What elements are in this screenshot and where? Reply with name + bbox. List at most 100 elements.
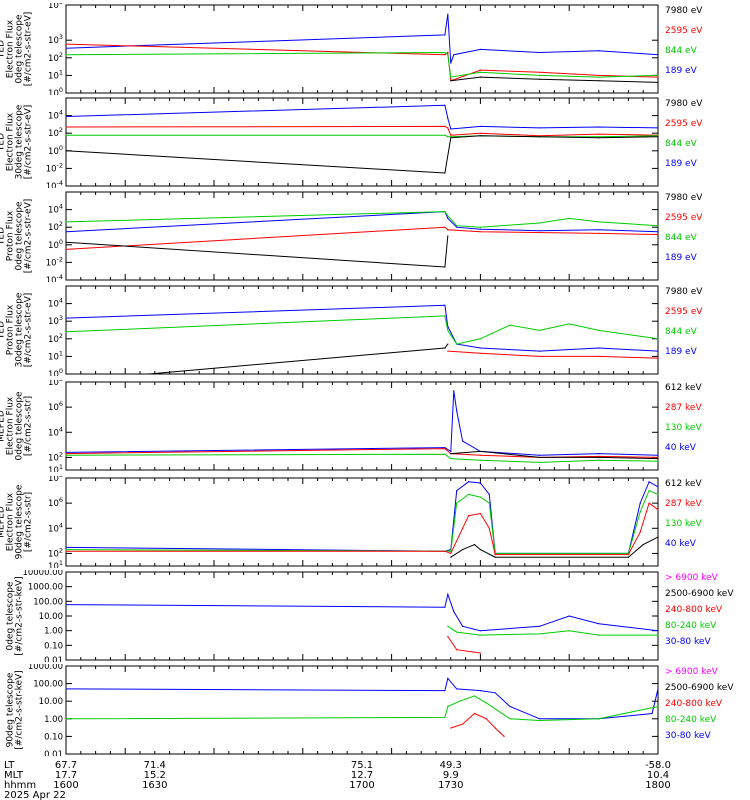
y-tick-exponent: 1	[59, 463, 63, 471]
y-axis-label-line: 30deg telescope	[15, 292, 25, 367]
series-point	[456, 649, 458, 651]
series-point	[598, 136, 600, 138]
y-axis-label-line: [#/cm2-s-str-eV]	[24, 199, 34, 274]
series-point	[598, 232, 600, 234]
series-point	[657, 136, 659, 138]
y-tick-exponent: 0	[59, 238, 63, 246]
axis-value: 75.1	[351, 760, 373, 771]
y-axis-label-line: 30deg telescope	[15, 104, 25, 179]
series-point	[568, 630, 570, 632]
series-point	[494, 556, 496, 558]
series-point	[568, 323, 570, 325]
series-point	[598, 133, 600, 135]
y-tick-label: 0.01	[44, 656, 63, 662]
series-line-1	[65, 489, 659, 554]
y-tick-label: 10-2	[46, 255, 63, 268]
y-tick-label: 101	[48, 68, 63, 81]
series-line-3	[450, 76, 659, 83]
series-point	[657, 338, 659, 340]
axis-value: 12.7	[351, 770, 373, 781]
series-point	[444, 347, 446, 349]
y-tick-label: 102	[48, 51, 63, 64]
y-tick-label: 101	[48, 349, 63, 362]
series-line-1	[65, 43, 659, 82]
series-point	[450, 137, 452, 139]
legend-entry-4: 30-80 keV	[665, 731, 711, 741]
y-tick-exponent: 3	[59, 33, 63, 41]
series-point	[444, 304, 446, 306]
legend-entry-0: 612 keV	[665, 479, 702, 489]
plot-frame	[65, 665, 659, 755]
series-point	[657, 454, 659, 456]
series-point	[488, 502, 490, 504]
series-point	[539, 74, 541, 76]
y-tick-label: 10-4	[46, 273, 63, 282]
series-point	[450, 727, 452, 729]
y-axis-label-line: 0deg telescope	[15, 201, 25, 271]
series-point	[479, 459, 481, 461]
series-line-0	[65, 14, 659, 64]
y-axis-label-line: 0deg telescope	[6, 581, 16, 651]
legend-entry-0: 612 keV	[665, 383, 702, 393]
series-point	[453, 610, 455, 613]
series-point	[479, 76, 481, 78]
series-point	[598, 347, 600, 349]
series-point	[447, 635, 449, 638]
series-point	[539, 136, 541, 138]
y-axis-label-line: [#/cm2-s-str-eV]	[24, 293, 34, 368]
series-point	[462, 723, 464, 725]
y-tick-exponent: 2	[59, 51, 63, 59]
series-point	[447, 13, 449, 15]
y-tick-label: 0.10	[44, 641, 63, 651]
y-tick-exponent: -2	[57, 255, 63, 263]
y-tick-label: 104	[48, 109, 63, 122]
series-point	[65, 47, 67, 49]
series-point	[65, 54, 67, 56]
series-point	[447, 343, 449, 345]
series-point	[479, 450, 481, 453]
y-tick-label: 1000.00	[28, 583, 63, 593]
series-point	[444, 448, 446, 450]
series-point	[479, 454, 481, 456]
series-point	[65, 43, 67, 45]
series-point	[456, 688, 458, 690]
y-tick-exponent: 8	[59, 476, 63, 479]
y-tick-label: 106	[48, 400, 63, 413]
series-point	[450, 80, 452, 82]
series-point	[485, 718, 487, 720]
legend-entry-3: 189 eV	[665, 347, 698, 357]
series-point	[447, 229, 449, 231]
y-tick-label: 103	[48, 33, 63, 46]
series-point	[450, 552, 452, 555]
y-axis-label: TEDElectron Flux0deg telescope[#/cm2-s-s…	[0, 12, 34, 87]
y-axis-label-line: Electron Flux	[6, 19, 16, 78]
axis-value: 71.4	[144, 760, 166, 771]
series-point	[479, 231, 481, 233]
series-line-0	[65, 390, 659, 456]
legend-entry-3: 189 eV	[665, 66, 698, 76]
series-point	[444, 134, 446, 136]
y-axis-label-line: TED	[0, 133, 7, 152]
series-point	[657, 688, 659, 690]
y-axis-label-line: TED	[0, 40, 7, 59]
series-line-2	[450, 712, 505, 737]
series-point	[598, 355, 600, 357]
series-point	[459, 700, 461, 702]
series-point	[447, 51, 449, 54]
series-point	[447, 54, 449, 56]
legend-entry-3: 80-240 keV	[665, 621, 717, 631]
axis-value: 1700	[349, 780, 374, 791]
y-tick-exponent: 4	[59, 521, 63, 529]
y-tick-label: 103	[48, 314, 63, 327]
series-point	[462, 549, 464, 551]
y-tick-exponent: 2	[59, 126, 63, 134]
y-tick-label: 100	[48, 144, 63, 157]
series-point	[509, 718, 511, 720]
series-point	[65, 115, 67, 118]
y-tick-label: 108	[48, 476, 63, 484]
series-point	[450, 76, 452, 78]
y-tick-label: 10-4	[46, 179, 63, 188]
series-point	[65, 603, 67, 606]
